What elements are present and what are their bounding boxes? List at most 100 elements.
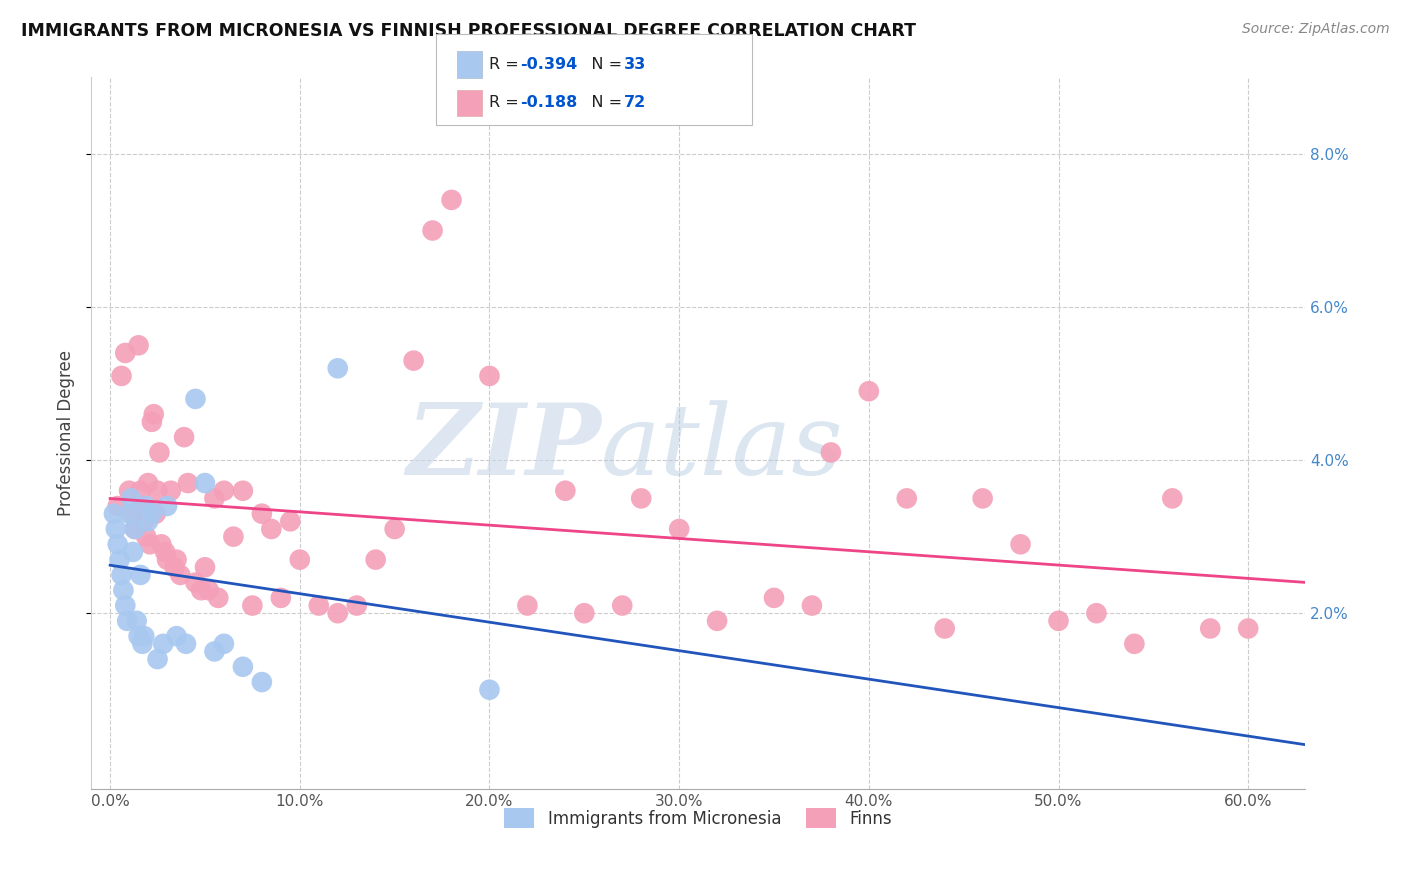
Point: [136, 514, 159, 528]
Point: [242, 599, 264, 613]
Point: [108, 552, 131, 566]
Point: [174, 637, 197, 651]
Point: [326, 361, 349, 376]
Point: [134, 629, 156, 643]
Point: [124, 522, 146, 536]
Point: [278, 514, 301, 528]
Point: [107, 499, 129, 513]
Text: R =: R =: [489, 95, 524, 111]
Point: [122, 545, 145, 559]
Point: [232, 483, 254, 498]
Point: [142, 407, 165, 421]
Point: [630, 491, 652, 506]
Point: [114, 599, 136, 613]
Point: [184, 392, 207, 406]
Point: [115, 614, 138, 628]
Point: [125, 614, 148, 628]
Point: [129, 568, 152, 582]
Point: [135, 499, 157, 513]
Point: [177, 476, 200, 491]
Point: [260, 522, 283, 536]
Point: [364, 552, 387, 566]
Point: [169, 568, 191, 582]
Point: [150, 537, 173, 551]
Point: [288, 552, 311, 566]
Point: [166, 552, 188, 566]
Point: [972, 491, 994, 506]
Point: [232, 659, 254, 673]
Point: [402, 353, 425, 368]
Point: [194, 476, 217, 491]
Point: [148, 445, 170, 459]
Point: [204, 491, 226, 506]
Point: [141, 507, 163, 521]
Text: atlas: atlas: [600, 400, 844, 495]
Text: -0.188: -0.188: [520, 95, 578, 111]
Point: [190, 583, 212, 598]
Point: [184, 575, 207, 590]
Point: [166, 629, 188, 643]
Text: IMMIGRANTS FROM MICRONESIA VS FINNISH PROFESSIONAL DEGREE CORRELATION CHART: IMMIGRANTS FROM MICRONESIA VS FINNISH PR…: [21, 22, 917, 40]
Point: [173, 430, 195, 444]
Point: [516, 599, 538, 613]
Point: [896, 491, 918, 506]
Point: [131, 499, 153, 513]
Point: [141, 415, 163, 429]
Point: [194, 560, 217, 574]
Point: [212, 483, 235, 498]
Point: [204, 644, 226, 658]
Point: [1047, 614, 1070, 628]
Point: [118, 507, 141, 521]
Point: [134, 514, 156, 528]
Point: [326, 606, 349, 620]
Point: [139, 537, 162, 551]
Point: [612, 599, 634, 613]
Point: [478, 368, 501, 383]
Y-axis label: Professional Degree: Professional Degree: [58, 351, 75, 516]
Point: [107, 537, 129, 551]
Point: [1010, 537, 1032, 551]
Point: [135, 530, 157, 544]
Point: [120, 491, 142, 506]
Point: [128, 629, 150, 643]
Point: [668, 522, 690, 536]
Point: [212, 637, 235, 651]
Legend: Immigrants from Micronesia, Finns: Immigrants from Micronesia, Finns: [498, 802, 898, 834]
Point: [308, 599, 330, 613]
Text: 72: 72: [624, 95, 647, 111]
Point: [156, 499, 179, 513]
Point: [146, 652, 169, 666]
Point: [346, 599, 368, 613]
Point: [1123, 637, 1146, 651]
Point: [112, 583, 135, 598]
Point: [104, 522, 127, 536]
Point: [118, 483, 141, 498]
Point: [1085, 606, 1108, 620]
Point: [110, 568, 132, 582]
Point: [156, 552, 179, 566]
Point: [270, 591, 292, 605]
Point: [145, 507, 167, 521]
Text: N =: N =: [576, 57, 627, 72]
Text: 33: 33: [624, 57, 647, 72]
Point: [128, 338, 150, 352]
Point: [136, 476, 159, 491]
Text: N =: N =: [576, 95, 627, 111]
Point: [820, 445, 842, 459]
Point: [800, 599, 823, 613]
Point: [422, 223, 444, 237]
Point: [384, 522, 406, 536]
Point: [1237, 622, 1260, 636]
Point: [110, 368, 132, 383]
Point: [153, 545, 176, 559]
Point: [163, 560, 186, 574]
Text: ZIP: ZIP: [406, 400, 600, 496]
Point: [858, 384, 880, 399]
Point: [250, 507, 273, 521]
Point: [478, 682, 501, 697]
Point: [250, 675, 273, 690]
Point: [1199, 622, 1222, 636]
Point: [103, 507, 125, 521]
Point: [197, 583, 219, 598]
Point: [934, 622, 956, 636]
